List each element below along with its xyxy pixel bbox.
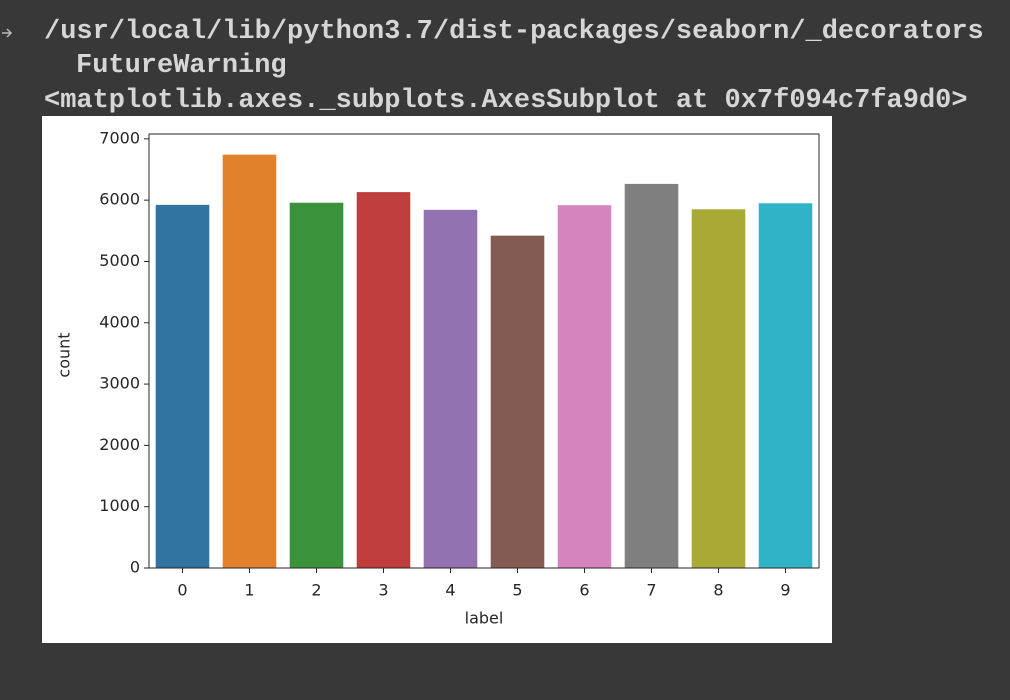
bar xyxy=(423,209,478,568)
y-tick-label: 5000 xyxy=(99,251,140,270)
axes-frame xyxy=(148,133,820,569)
x-tick-label: 1 xyxy=(244,581,254,600)
x-tick-label: 5 xyxy=(512,581,522,600)
warning-type: FutureWarning xyxy=(76,51,287,81)
x-tick-label: 7 xyxy=(646,581,656,600)
y-tick-label: 1000 xyxy=(99,496,140,515)
x-tick-label: 8 xyxy=(713,581,723,600)
x-tick-label: 2 xyxy=(311,581,321,600)
x-tick-label: 9 xyxy=(780,581,790,600)
y-tick-label: 7000 xyxy=(99,128,140,147)
warning-path: /usr/local/lib/python3.7/dist-packages/s… xyxy=(44,17,984,47)
repr-line: <matplotlib.axes._subplots.AxesSubplot a… xyxy=(44,86,968,116)
output-icon xyxy=(2,28,13,38)
x-axis-label: label xyxy=(465,609,504,628)
x-tick-label: 3 xyxy=(378,581,388,600)
bar xyxy=(289,202,344,568)
bar xyxy=(155,204,210,568)
y-tick-label: 6000 xyxy=(99,190,140,209)
y-tick-label: 2000 xyxy=(99,435,140,454)
x-tick-label: 6 xyxy=(579,581,589,600)
y-tick-label: 4000 xyxy=(99,312,140,331)
y-axis-label: count xyxy=(55,332,74,377)
x-tick-label: 0 xyxy=(177,581,187,600)
bar xyxy=(490,235,545,569)
x-tick-label: 4 xyxy=(445,581,455,600)
bar xyxy=(356,192,411,569)
y-tick-label: 3000 xyxy=(99,374,140,393)
y-tick-label: 0 xyxy=(130,558,140,577)
bar xyxy=(758,203,813,569)
bar xyxy=(624,183,679,568)
bar xyxy=(557,205,612,568)
bar xyxy=(691,209,746,568)
bar xyxy=(222,154,277,568)
